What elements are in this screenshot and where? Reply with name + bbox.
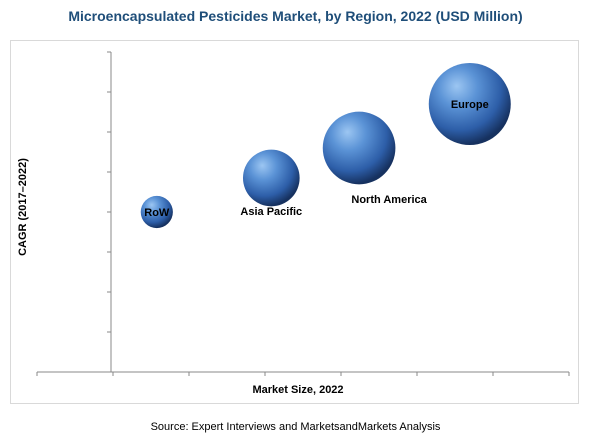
axes xyxy=(36,51,570,376)
x-axis-label: Market Size, 2022 xyxy=(252,384,343,396)
bubble-labels: RoW Asia Pacific North America Europe xyxy=(144,99,488,219)
y-axis-label: CAGR (2017–2022) xyxy=(17,158,29,256)
bubble-label-asia-pacific: Asia Pacific xyxy=(240,206,302,218)
bubbles xyxy=(140,63,511,229)
bubble-north-america xyxy=(322,111,396,185)
bubble-label-north-america: North America xyxy=(351,194,427,206)
bubble-row xyxy=(140,195,173,229)
chart-title: Microencapsulated Pesticides Market, by … xyxy=(68,8,523,24)
bubble-europe xyxy=(428,63,511,145)
bubble-asia-pacific xyxy=(242,149,300,207)
chart-frame xyxy=(10,40,579,404)
bubble-label-row: RoW xyxy=(144,207,170,219)
bubble-label-europe: Europe xyxy=(451,99,489,111)
source-note: Source: Expert Interviews and Marketsand… xyxy=(150,421,441,433)
